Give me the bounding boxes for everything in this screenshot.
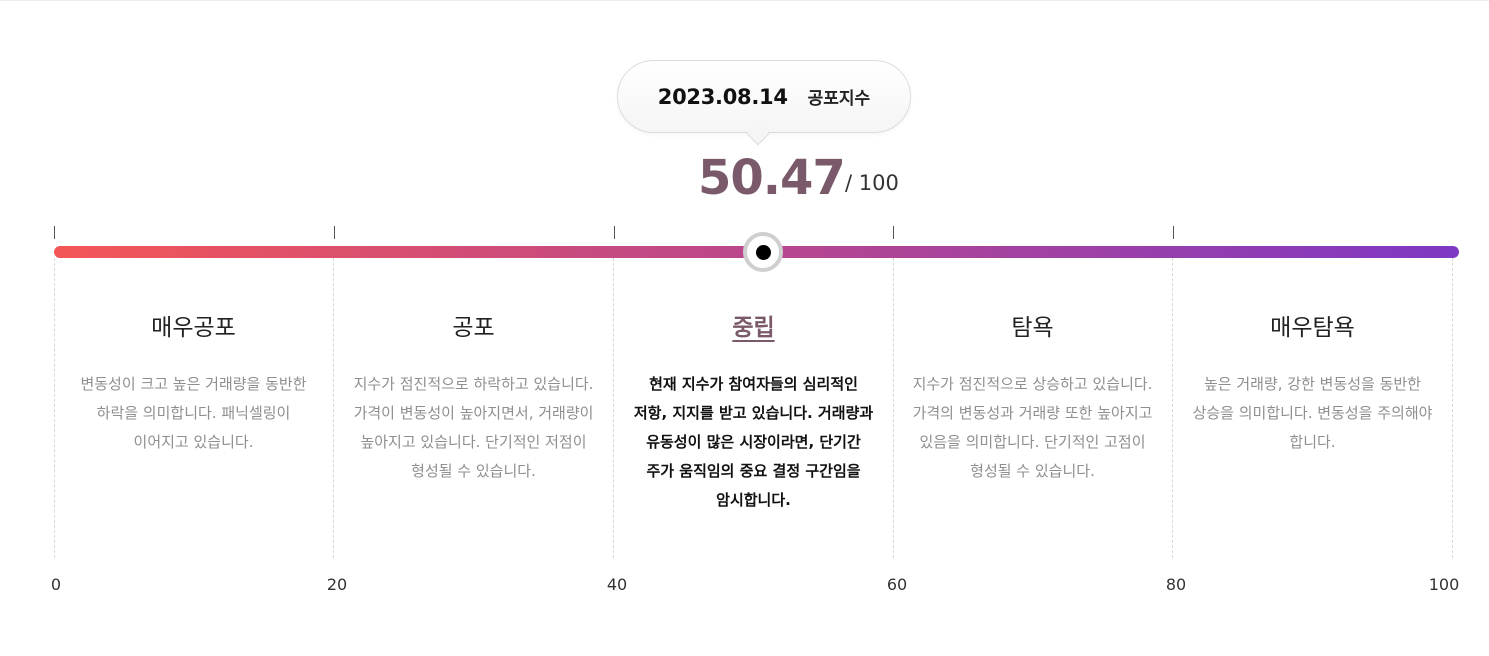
score-max: / 100 bbox=[845, 171, 899, 195]
column-divider bbox=[54, 258, 55, 558]
column-divider bbox=[893, 258, 894, 558]
index-label: 공포지수 bbox=[807, 89, 871, 109]
stage-description: 높은 거래량, 강한 변동성을 동반한 상승을 의미합니다. 변동성을 주의해야… bbox=[1192, 375, 1433, 451]
stage-title: 공포 bbox=[452, 315, 495, 341]
stage-description-active: 현재 지수가 참여자들의 심리적인 저항, 지지를 받고 있습니다. 거래량과 … bbox=[633, 375, 874, 509]
column-divider bbox=[333, 258, 334, 558]
stage-title: 탐욕 bbox=[1011, 315, 1054, 341]
axis-label-80: 80 bbox=[1165, 575, 1187, 594]
column-divider bbox=[1172, 258, 1173, 558]
axis-label-100: 100 bbox=[1428, 575, 1460, 594]
axis-label-40: 40 bbox=[606, 575, 628, 594]
stage-description: 지수가 점진적으로 하락하고 있습니다. 가격이 변동성이 높아지면서, 거래량… bbox=[353, 375, 594, 480]
tick-60 bbox=[893, 226, 894, 239]
column-divider bbox=[1452, 258, 1453, 558]
stage-title: 매우공포 bbox=[151, 315, 236, 341]
tick-20 bbox=[334, 226, 335, 239]
axis-label-0: 0 bbox=[50, 575, 62, 594]
column-divider bbox=[613, 258, 614, 558]
score-value: 50.47 bbox=[698, 150, 846, 206]
tick-80 bbox=[1173, 226, 1174, 239]
position-marker-icon bbox=[743, 232, 784, 272]
axis-label-20: 20 bbox=[326, 575, 348, 594]
tick-40 bbox=[614, 226, 615, 239]
stage-extreme-greed: 매우탐욕 높은 거래량, 강한 변동성을 동반한 상승을 의미합니다. 변동성을… bbox=[1173, 300, 1452, 457]
stage-title-active: 중립 bbox=[732, 315, 775, 341]
date-bubble: 2023.08.14 공포지수 bbox=[617, 60, 911, 133]
stage-greed: 탐욕 지수가 점진적으로 상승하고 있습니다. 가격의 변동성과 거래량 또한 … bbox=[893, 300, 1172, 486]
tick-0 bbox=[54, 226, 55, 239]
stage-description: 지수가 점진적으로 상승하고 있습니다. 가격의 변동성과 거래량 또한 높아지… bbox=[912, 375, 1153, 480]
index-date: 2023.08.14 bbox=[657, 84, 788, 109]
stage-title: 매우탐욕 bbox=[1270, 315, 1355, 341]
stage-fear: 공포 지수가 점진적으로 하락하고 있습니다. 가격이 변동성이 높아지면서, … bbox=[334, 300, 613, 486]
stage-neutral: 중립 현재 지수가 참여자들의 심리적인 저항, 지지를 받고 있습니다. 거래… bbox=[614, 300, 893, 515]
stage-extreme-fear: 매우공포 변동성이 크고 높은 거래량을 동반한 하락을 의미합니다. 패닉셀링… bbox=[54, 300, 333, 457]
marker-dot bbox=[755, 244, 771, 260]
axis-label-60: 60 bbox=[886, 575, 908, 594]
top-divider bbox=[0, 0, 1489, 1]
stage-description: 변동성이 크고 높은 거래량을 동반한 하락을 의미합니다. 패닉셀링이 이어지… bbox=[80, 375, 307, 451]
